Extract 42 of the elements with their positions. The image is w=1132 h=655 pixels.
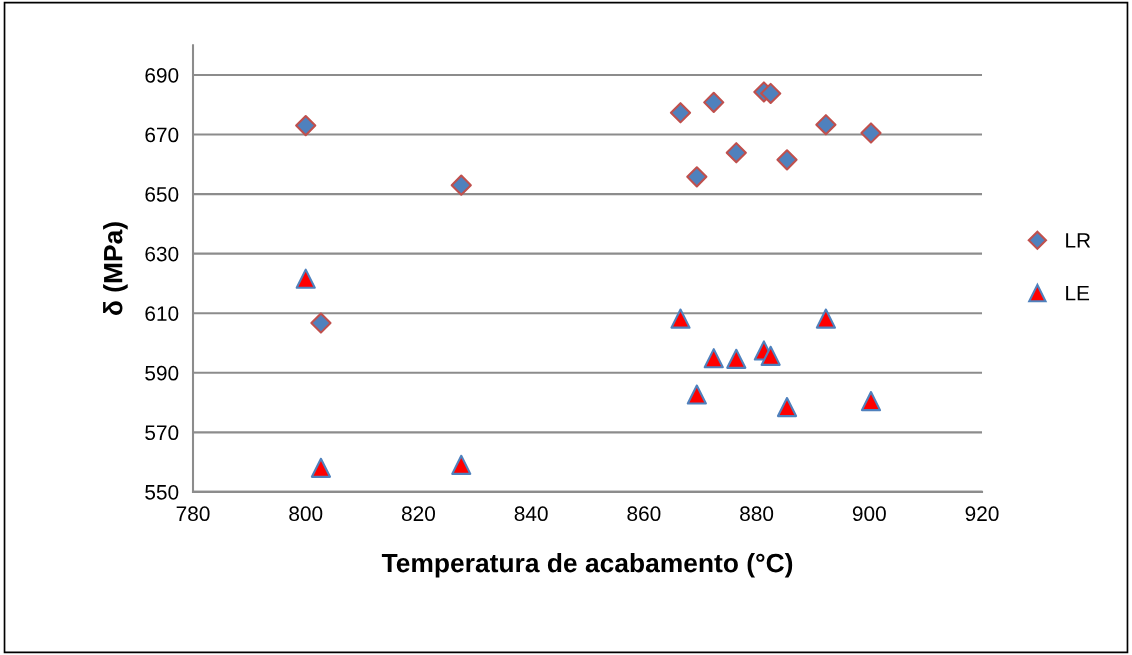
y-tick-label: 550 [145, 484, 179, 500]
x-tick-label: 800 [289, 506, 323, 522]
point [703, 91, 725, 113]
point [295, 114, 317, 137]
x-tick-label: 920 [965, 506, 999, 522]
x-tick-label: 820 [401, 506, 435, 522]
x-tick-label: 860 [627, 506, 661, 522]
y-tick-label: 590 [145, 365, 179, 381]
point [860, 122, 882, 144]
point [760, 82, 782, 105]
point [686, 166, 708, 188]
y-tick-label: 570 [145, 425, 179, 441]
point [670, 308, 691, 329]
x-tick-label: 880 [740, 506, 774, 522]
y-tick-label: 610 [145, 306, 179, 321]
legend-label: LR [1066, 233, 1091, 248]
y-tick-label: 690 [145, 67, 179, 83]
x-tick-label: 780 [176, 506, 210, 522]
y-tick-label: 670 [145, 127, 179, 143]
point [776, 396, 798, 418]
point [776, 149, 798, 171]
point [451, 454, 472, 475]
point [669, 102, 692, 124]
point [450, 174, 472, 196]
x-tick-label: 840 [514, 506, 548, 522]
x-tick-label: 900 [852, 506, 886, 522]
point [726, 348, 747, 369]
y-axis-title: δ (MPa) [103, 222, 128, 316]
point [815, 308, 836, 329]
point [703, 348, 724, 369]
point [310, 457, 332, 478]
x-axis-title: Temperatura de acabamento (°C) [381, 552, 793, 578]
point [310, 312, 332, 334]
point [860, 390, 882, 412]
point [760, 345, 781, 366]
y-tick-label: 630 [145, 246, 179, 262]
point [686, 384, 707, 405]
point [295, 268, 316, 289]
legend-label: LE [1066, 285, 1090, 301]
y-tick-label: 650 [145, 187, 179, 202]
point [815, 114, 837, 136]
point [725, 142, 747, 164]
